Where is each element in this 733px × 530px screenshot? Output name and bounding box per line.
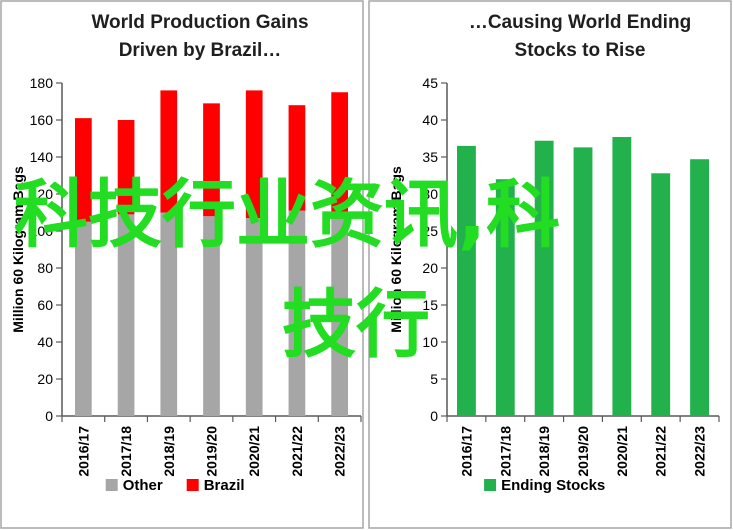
y-tick-label: 45 bbox=[422, 75, 438, 91]
y-tick-label: 20 bbox=[422, 260, 438, 276]
y-tick-label: 180 bbox=[30, 75, 54, 91]
x-category-label: 2019/20 bbox=[575, 426, 591, 477]
bar-other-2021-22 bbox=[288, 210, 306, 416]
y-tick-label: 80 bbox=[37, 260, 53, 276]
bar-ending-stocks-2021-22 bbox=[651, 173, 671, 416]
bar-brazil-2018-19 bbox=[160, 90, 178, 213]
bar-other-2017-18 bbox=[117, 214, 135, 416]
x-category-label: 2022/23 bbox=[692, 426, 708, 477]
x-category-label: 2020/21 bbox=[614, 426, 630, 477]
x-category-label: 2019/20 bbox=[204, 426, 220, 477]
bar-other-2020-21 bbox=[245, 218, 263, 416]
legend-swatch-ending-stocks bbox=[484, 479, 497, 491]
y-tick-label: 25 bbox=[422, 223, 438, 239]
y-tick-label: 15 bbox=[422, 297, 438, 313]
bar-other-2022-23 bbox=[331, 212, 348, 416]
chart-title-line-2: Driven by Brazil… bbox=[119, 40, 282, 61]
x-category-label: 2018/19 bbox=[161, 426, 177, 477]
bar-other-2019-20 bbox=[203, 216, 220, 416]
y-tick-label: 120 bbox=[30, 186, 54, 202]
bar-brazil-2020-21 bbox=[245, 90, 263, 219]
legend-label-ending-stocks: Ending Stocks bbox=[501, 477, 605, 494]
bar-ending-stocks-2020-21 bbox=[612, 137, 632, 416]
x-category-label: 2017/18 bbox=[118, 426, 134, 477]
legend: Other Brazil bbox=[105, 477, 245, 494]
y-tick-label: 20 bbox=[37, 371, 53, 387]
legend-swatch-brazil bbox=[186, 479, 199, 491]
bar-ending-stocks-2016-17 bbox=[457, 145, 476, 416]
bar-brazil-2016-17 bbox=[75, 118, 92, 222]
x-category-label: 2016/17 bbox=[75, 426, 91, 477]
y-tick-label: 10 bbox=[422, 334, 438, 350]
legend: Ending Stocks bbox=[484, 477, 605, 494]
bar-ending-stocks-2018-19 bbox=[534, 140, 554, 416]
x-category-label: 2020/21 bbox=[246, 426, 262, 477]
y-axis-title: Million 60 Kilogram Bags bbox=[388, 166, 404, 333]
y-tick-label: 0 bbox=[45, 408, 53, 424]
bar-brazil-2022-23 bbox=[331, 92, 348, 213]
x-category-label: 2016/17 bbox=[458, 426, 474, 477]
legend-label-brazil: Brazil bbox=[204, 477, 245, 494]
bar-ending-stocks-2019-20 bbox=[573, 147, 593, 416]
chart-border bbox=[0, 0, 364, 529]
bar-brazil-2019-20 bbox=[203, 103, 220, 217]
y-tick-label: 100 bbox=[30, 223, 54, 239]
x-category-label: 2021/22 bbox=[653, 426, 669, 477]
chart-title-line-2: Stocks to Rise bbox=[515, 40, 646, 61]
y-tick-label: 35 bbox=[422, 149, 438, 165]
y-tick-label: 160 bbox=[30, 112, 54, 128]
x-category-label: 2017/18 bbox=[497, 426, 513, 477]
bar-ending-stocks-2022-23 bbox=[690, 159, 709, 416]
y-tick-label: 30 bbox=[422, 186, 438, 202]
chart-title-line-1: World Production Gains bbox=[91, 12, 308, 33]
y-tick-label: 5 bbox=[430, 371, 438, 387]
bar-ending-stocks-2017-18 bbox=[495, 179, 515, 416]
x-category-label: 2022/23 bbox=[332, 426, 348, 477]
bar-other-2016-17 bbox=[75, 221, 92, 416]
y-axis-title: Million 60 Kilogram Bags bbox=[10, 166, 26, 333]
chart-title-line-1: …Causing World Ending bbox=[469, 12, 691, 33]
x-category-label: 2021/22 bbox=[289, 426, 305, 477]
bar-brazil-2021-22 bbox=[288, 105, 306, 211]
y-tick-label: 0 bbox=[430, 408, 438, 424]
y-tick-label: 40 bbox=[422, 112, 438, 128]
x-category-label: 2018/19 bbox=[536, 426, 552, 477]
y-tick-label: 60 bbox=[37, 297, 53, 313]
legend-label-other: Other bbox=[123, 477, 163, 494]
y-tick-label: 40 bbox=[37, 334, 53, 350]
chart-panel-2: …Causing World Ending Stocks to Rise 0 5 10 1… bbox=[368, 0, 732, 529]
bar-brazil-2017-18 bbox=[117, 120, 135, 215]
bar-other-2018-19 bbox=[160, 212, 178, 416]
y-tick-label: 140 bbox=[30, 149, 54, 165]
legend-swatch-other bbox=[105, 479, 118, 491]
chart-panel-1: World Production Gains Driven by Brazil… 0… bbox=[0, 0, 364, 529]
